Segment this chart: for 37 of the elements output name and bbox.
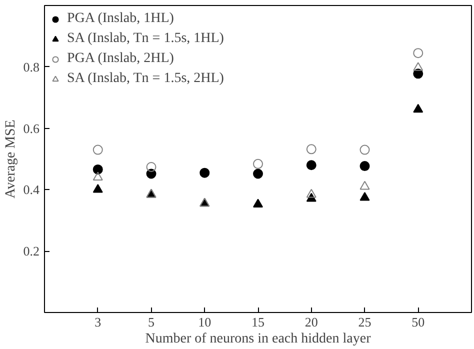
point <box>360 144 370 155</box>
legend-label: PGA (Inslab, 1HL) <box>67 11 174 27</box>
y-tick-label: 0.8 <box>23 59 40 74</box>
point <box>413 62 424 71</box>
point <box>92 172 103 181</box>
point <box>253 198 263 208</box>
point <box>146 162 156 172</box>
y-axis-title: Average MSE <box>3 120 18 198</box>
y-tick-label: 0.4 <box>23 182 40 198</box>
point <box>413 48 424 58</box>
point <box>306 160 316 170</box>
x-tick-label: 25 <box>358 314 372 330</box>
point <box>253 158 263 169</box>
point <box>360 180 370 190</box>
point <box>306 144 316 154</box>
point <box>146 168 156 179</box>
point <box>413 104 424 113</box>
legend-label: PGA (Inslab, 2HL) <box>67 51 174 67</box>
legend-label: SA (Inslab, Tn = 1.5s, 1HL) <box>67 31 224 47</box>
point <box>92 164 103 174</box>
x-tick-label: 50 <box>412 314 425 330</box>
legend-label: SA (Inslab, Tn = 1.5s, 2HL) <box>67 71 224 87</box>
x-tick-label: 5 <box>148 314 154 330</box>
x-tick-label: 20 <box>304 314 318 330</box>
point <box>360 161 370 172</box>
x-tick-label: 3 <box>94 314 102 330</box>
x-tick-label: 15 <box>252 314 264 330</box>
point <box>306 188 316 198</box>
y-tick-label: 0.6 <box>23 120 40 136</box>
point <box>360 192 370 201</box>
point <box>92 144 103 155</box>
x-tick-label: 10 <box>198 314 212 330</box>
y-tick-label: 0.2 <box>23 244 40 259</box>
x-axis-title: Number of neurons in each hidden layer <box>145 332 372 346</box>
point <box>92 184 103 193</box>
point <box>200 168 210 178</box>
point <box>253 168 263 179</box>
